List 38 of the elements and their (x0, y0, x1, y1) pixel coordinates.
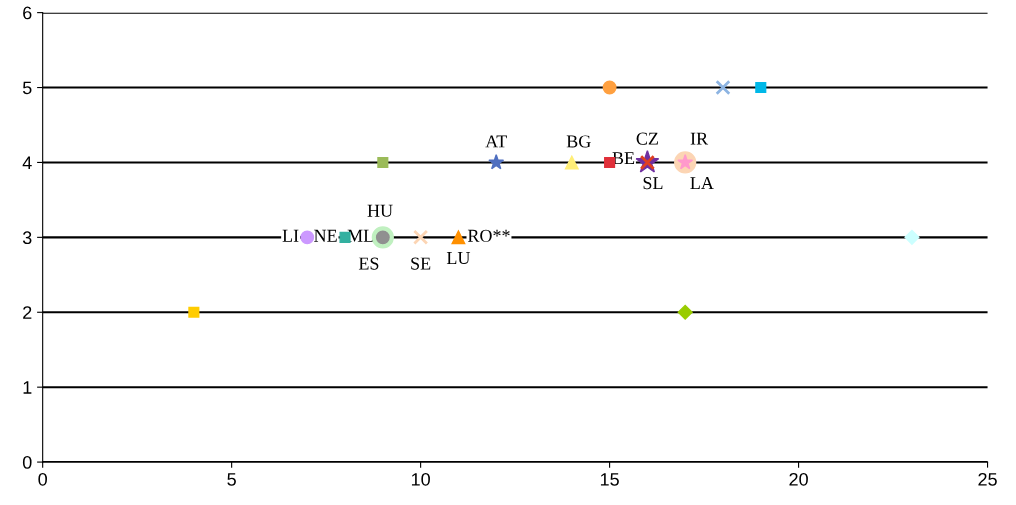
point (377, 156, 389, 168)
annotation: LI (282, 229, 299, 242)
annotation: SL (643, 177, 663, 190)
annotation: RO** (467, 229, 510, 242)
annotation: LA (690, 177, 714, 190)
y-tick-label: 2 (23, 306, 32, 319)
x-tick-label: 25 (978, 472, 997, 486)
point (904, 229, 920, 245)
annotation: LU (446, 252, 471, 265)
point (488, 154, 505, 170)
x-tick-label: 5 (227, 473, 236, 486)
y-tick-label: 6 (23, 6, 32, 20)
y-tick-label: 1 (23, 381, 32, 394)
point (602, 80, 617, 95)
x-tick-label: 20 (789, 472, 808, 486)
point (755, 81, 767, 94)
point (564, 155, 579, 170)
point (451, 230, 466, 245)
point (412, 229, 429, 245)
annotation: AT (485, 135, 507, 148)
y-tick-label: 4 (22, 156, 32, 169)
x-tick-label: 10 (411, 472, 430, 486)
annotation: NE (314, 229, 337, 242)
annotation: IR (690, 132, 709, 145)
point (677, 304, 693, 320)
point (300, 230, 315, 245)
annotation: HU (367, 204, 393, 217)
annotation: SE (411, 257, 431, 270)
point (715, 79, 731, 96)
y-tick-label: 0 (22, 456, 32, 469)
point (188, 306, 200, 318)
x-tick-label: 0 (38, 472, 47, 486)
y-tick-label: 5 (22, 81, 32, 95)
annotation: CZ (636, 132, 658, 145)
annotation: BG (566, 135, 591, 148)
annotation: ES (358, 257, 379, 270)
x-tick-label: 15 (600, 473, 619, 486)
y-tick-label: 3 (22, 231, 32, 245)
